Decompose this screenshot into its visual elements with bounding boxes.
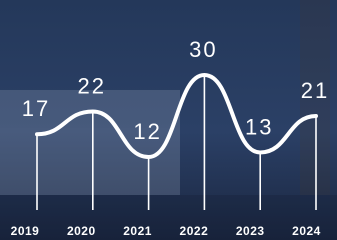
page: {"chart_data": {"type": "line", "categor… <box>0 0 337 240</box>
x-tick-label: 2019 <box>11 224 40 238</box>
data-label: 21 <box>301 78 329 103</box>
x-tick-label: 2024 <box>292 224 321 238</box>
data-label: 30 <box>189 37 217 62</box>
data-label: 22 <box>78 73 106 98</box>
x-tick-label: 2022 <box>180 224 209 238</box>
x-tick-label: 2023 <box>236 224 265 238</box>
data-label: 12 <box>133 119 161 144</box>
data-label: 17 <box>22 96 50 121</box>
data-label: 13 <box>245 114 273 139</box>
chart: 17 22 12 30 13 21 2019 2020 2021 2022 2023 2024 <box>0 0 337 240</box>
x-tick-label: 2021 <box>123 224 152 238</box>
x-tick-label: 2020 <box>67 224 96 238</box>
